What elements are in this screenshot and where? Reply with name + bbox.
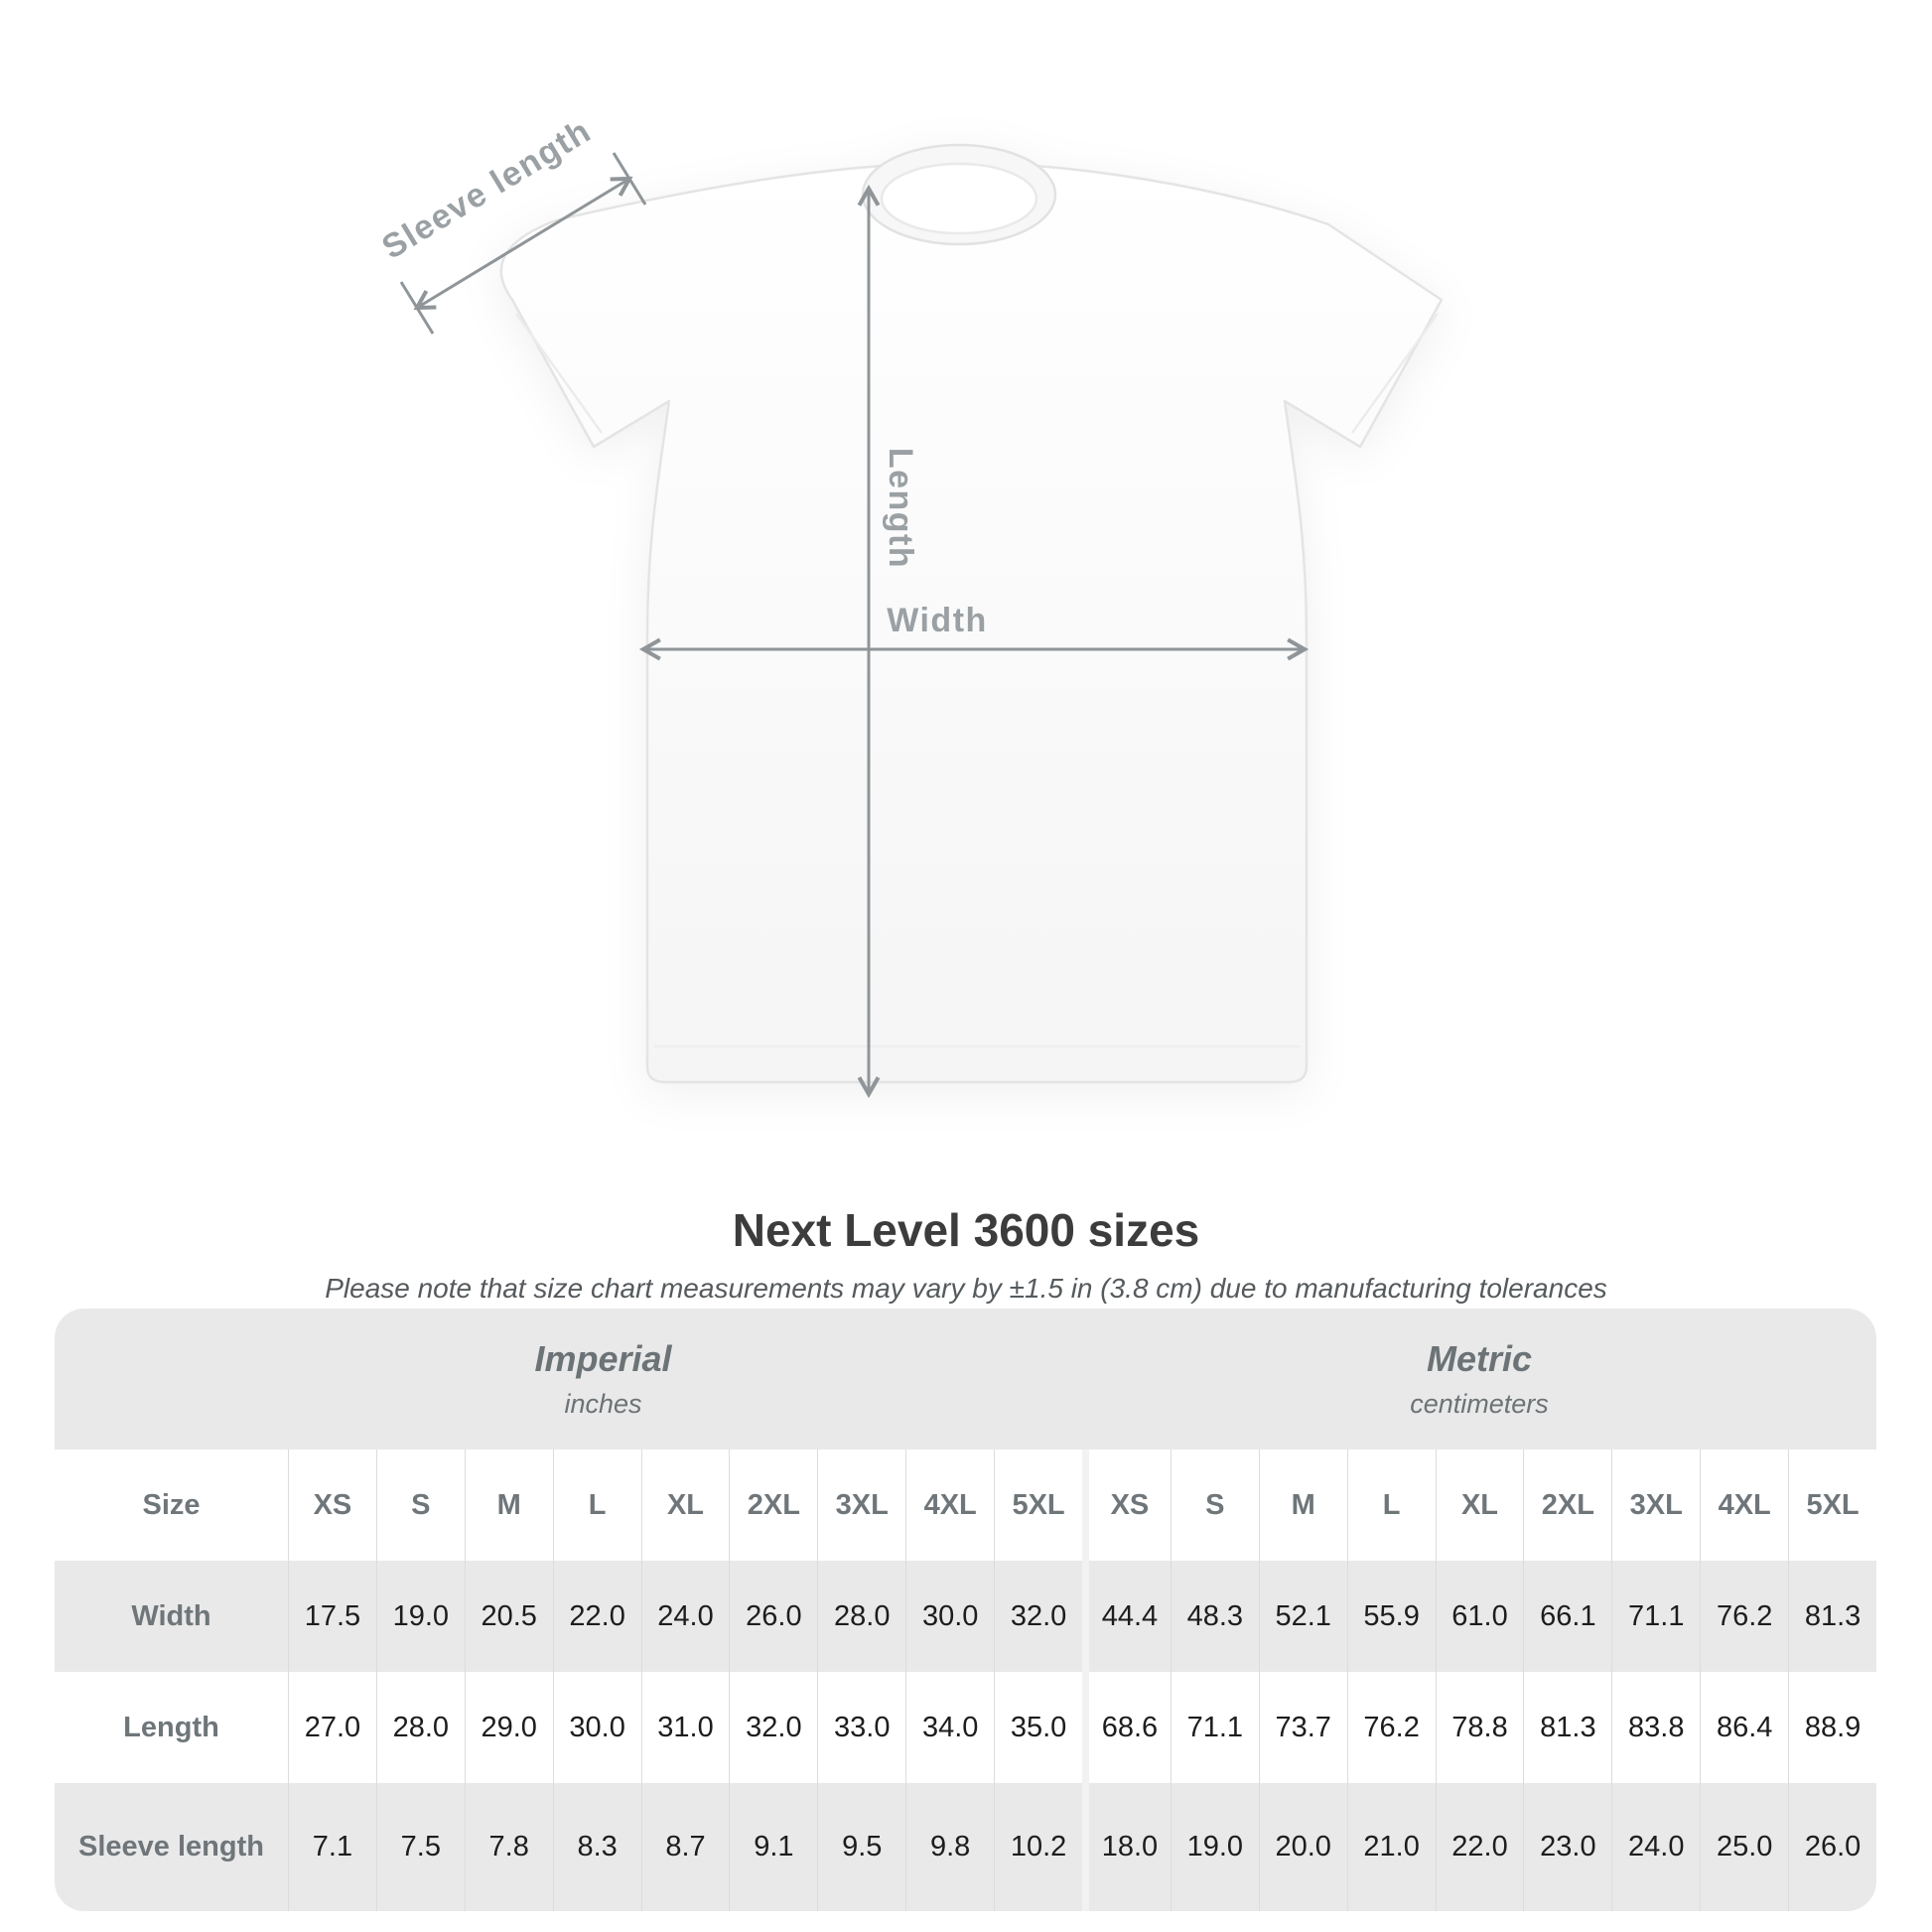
size-corner-header: Size: [55, 1449, 288, 1561]
size-col-header: 5XL: [1788, 1449, 1876, 1561]
value-cell-imperial: 9.5: [817, 1783, 905, 1911]
value-cell-metric: 71.1: [1611, 1561, 1700, 1672]
value-cell-metric: 76.2: [1700, 1561, 1788, 1672]
value-cell-imperial: 32.0: [994, 1561, 1082, 1672]
size-chart-table: Imperial inches Metric centimeters Size X…: [55, 1309, 1876, 1911]
value-cell-metric: 83.8: [1611, 1672, 1701, 1783]
value-cell-imperial: 17.5: [288, 1561, 376, 1672]
value-cell-imperial: 31.0: [640, 1672, 730, 1783]
value-cell-imperial: 34.0: [905, 1672, 995, 1783]
value-cell-metric: 44.4: [1081, 1561, 1171, 1672]
value-cell-metric: 76.2: [1346, 1672, 1436, 1783]
size-col-header: 4XL: [905, 1449, 995, 1561]
value-cell-metric: 71.1: [1170, 1672, 1259, 1783]
value-cell-metric: 20.0: [1258, 1783, 1347, 1911]
value-cell-metric: 19.0: [1170, 1783, 1259, 1911]
value-cell-metric: 68.6: [1081, 1672, 1171, 1783]
length-label: Length: [882, 448, 919, 569]
value-cell-imperial: 19.0: [375, 1561, 465, 1672]
value-cell-imperial: 7.8: [464, 1783, 553, 1911]
value-cell-metric: 23.0: [1523, 1783, 1611, 1911]
size-col-header: XL: [1435, 1449, 1524, 1561]
value-cell-imperial: 32.0: [729, 1672, 818, 1783]
value-cell-metric: 61.0: [1435, 1561, 1524, 1672]
size-col-header: S: [375, 1449, 465, 1561]
value-cell-metric: 24.0: [1611, 1783, 1700, 1911]
size-col-header: L: [1346, 1449, 1436, 1561]
value-cell-imperial: 30.0: [552, 1672, 641, 1783]
value-cell-metric: 52.1: [1258, 1561, 1347, 1672]
value-cell-imperial: 9.8: [905, 1783, 994, 1911]
value-cell-metric: 48.3: [1170, 1561, 1259, 1672]
unit-band-metric: Metric centimeters: [1082, 1309, 1876, 1449]
value-cell-metric: 22.0: [1435, 1783, 1524, 1911]
size-grid: Imperial inches Metric centimeters Size X…: [55, 1309, 1876, 1911]
value-cell-metric: 73.7: [1258, 1672, 1347, 1783]
value-cell-imperial: 10.2: [994, 1783, 1082, 1911]
size-col-header: L: [552, 1449, 641, 1561]
value-cell-imperial: 22.0: [552, 1561, 641, 1672]
value-cell-metric: 21.0: [1346, 1783, 1436, 1911]
value-cell-imperial: 30.0: [905, 1561, 994, 1672]
row-label: Sleeve length: [78, 1831, 264, 1863]
tolerance-note: Please note that size chart measurements…: [325, 1273, 1607, 1304]
value-cell-metric: 25.0: [1700, 1783, 1788, 1911]
value-cell-metric: 86.4: [1700, 1672, 1789, 1783]
page-title: Next Level 3600 sizes: [732, 1204, 1200, 1256]
size-col-header: 4XL: [1700, 1449, 1789, 1561]
size-col-header: M: [1258, 1449, 1347, 1561]
size-col-header: XS: [288, 1449, 376, 1561]
size-col-header: 2XL: [729, 1449, 818, 1561]
value-cell-imperial: 35.0: [994, 1672, 1082, 1783]
value-cell-metric: 26.0: [1788, 1783, 1876, 1911]
value-cell-metric: 55.9: [1346, 1561, 1436, 1672]
value-cell-metric: 18.0: [1081, 1783, 1171, 1911]
value-cell-imperial: 7.1: [288, 1783, 376, 1911]
value-cell-imperial: 28.0: [817, 1561, 905, 1672]
value-cell-imperial: 9.1: [729, 1783, 817, 1911]
sleeve-length-arrow: [399, 152, 647, 335]
row-label: Width: [131, 1599, 211, 1632]
value-cell-imperial: 26.0: [729, 1561, 817, 1672]
metric-heading: Metric: [1426, 1338, 1532, 1379]
size-col-header: M: [464, 1449, 553, 1561]
size-col-header: XS: [1081, 1449, 1171, 1561]
value-cell-imperial: 8.7: [640, 1783, 730, 1911]
imperial-unit: inches: [564, 1389, 642, 1419]
value-cell-imperial: 33.0: [817, 1672, 906, 1783]
value-cell-imperial: 7.5: [375, 1783, 465, 1911]
size-col-header: 2XL: [1523, 1449, 1612, 1561]
value-cell-metric: 81.3: [1523, 1672, 1612, 1783]
size-col-header: S: [1170, 1449, 1259, 1561]
value-cell-imperial: 24.0: [640, 1561, 730, 1672]
size-col-header: XL: [640, 1449, 730, 1561]
size-col-header: 5XL: [994, 1449, 1082, 1561]
unit-band-imperial: Imperial inches: [55, 1309, 1082, 1449]
value-cell-imperial: 28.0: [375, 1672, 465, 1783]
metric-unit: centimeters: [1410, 1389, 1549, 1419]
value-cell-metric: 88.9: [1788, 1672, 1876, 1783]
value-cell-imperial: 29.0: [464, 1672, 553, 1783]
imperial-heading: Imperial: [534, 1338, 672, 1379]
value-cell-metric: 81.3: [1788, 1561, 1876, 1672]
value-cell-metric: 78.8: [1435, 1672, 1524, 1783]
width-label: Width: [887, 602, 988, 639]
row-label: Length: [55, 1672, 288, 1783]
heading: Next Level 3600 sizes Please note that s…: [0, 1203, 1932, 1305]
value-cell-imperial: 27.0: [288, 1672, 376, 1783]
size-col-header: 3XL: [817, 1449, 906, 1561]
tshirt-measurement-diagram: Sleeve length Length Width: [375, 112, 1444, 1099]
size-col-header: 3XL: [1611, 1449, 1701, 1561]
value-cell-imperial: 8.3: [552, 1783, 641, 1911]
value-cell-metric: 66.1: [1523, 1561, 1611, 1672]
value-cell-imperial: 20.5: [464, 1561, 553, 1672]
tshirt-graphic: [499, 143, 1444, 1084]
